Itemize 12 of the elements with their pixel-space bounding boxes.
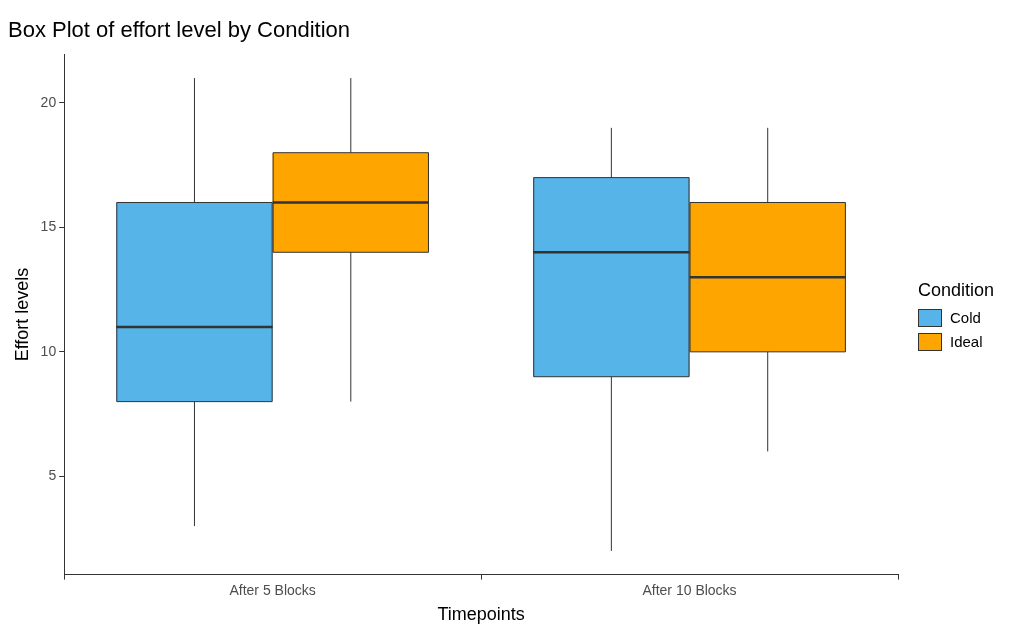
y-tick-label: 15 xyxy=(40,218,57,235)
chart-title: Box Plot of effort level by Condition xyxy=(8,17,351,43)
y-axis-title: Effort levels xyxy=(11,267,32,362)
legend-label: Cold xyxy=(950,309,981,326)
y-tick-label: 10 xyxy=(40,342,57,359)
legend-title: Condition xyxy=(918,279,995,301)
y-tick-label: 20 xyxy=(40,93,57,110)
x-axis-title: Timepoints xyxy=(437,604,525,625)
y-tick-label: 5 xyxy=(48,467,57,484)
x-tick-label: After 10 Blocks xyxy=(642,581,737,598)
x-tick-label: After 5 Blocks xyxy=(229,581,316,598)
legend-label: Ideal xyxy=(950,333,983,350)
